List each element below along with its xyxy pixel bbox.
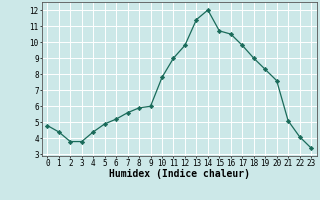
- X-axis label: Humidex (Indice chaleur): Humidex (Indice chaleur): [109, 169, 250, 179]
